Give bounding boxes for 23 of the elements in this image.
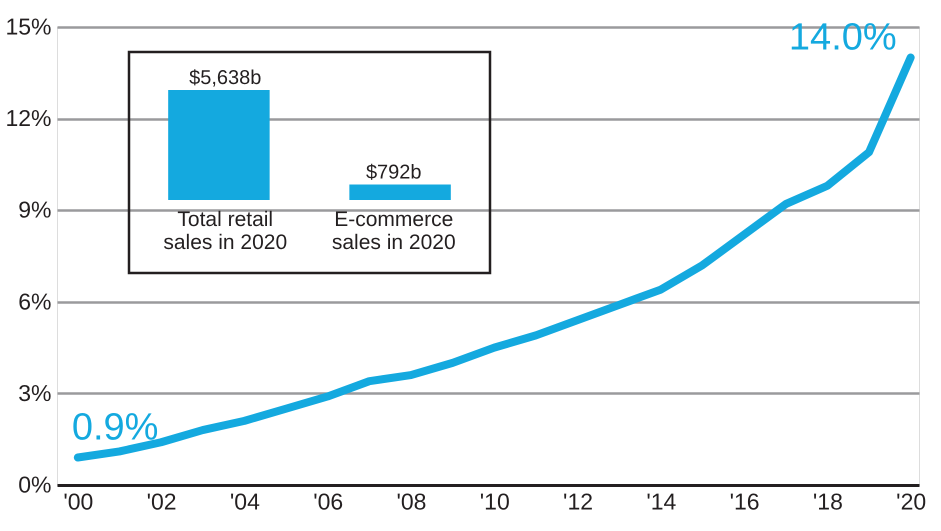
x-tick-label: '20	[896, 488, 926, 514]
x-tick-label: '12	[563, 488, 594, 514]
data-label: $5,638b	[189, 67, 262, 89]
x-tick-label: E-commerce sales in 2020	[332, 208, 456, 254]
x-tick-label: '00	[63, 488, 94, 514]
x-tick-label: '06	[313, 488, 344, 514]
y-tick-label: 3%	[18, 380, 52, 406]
x-tick-label: '04	[230, 488, 260, 514]
data-label: $792b	[366, 162, 422, 184]
y-tick-label: 9%	[18, 196, 52, 223]
y-tick-label: 6%	[18, 288, 52, 314]
x-tick-label: '02	[146, 488, 177, 514]
y-tick-label: 12%	[5, 105, 52, 132]
x-tick-label: '18	[812, 488, 843, 514]
x-tick-label: '14	[646, 488, 677, 514]
data-label: 14.0%	[788, 16, 897, 59]
y-tick-label: 15%	[5, 14, 52, 40]
x-tick-label: Total retail sales in 2020	[163, 208, 288, 254]
x-tick-label: '08	[396, 488, 426, 514]
x-tick-label: '16	[730, 488, 760, 514]
data-label: 0.9%	[72, 406, 158, 449]
y-tick-label: 0%	[18, 472, 52, 498]
x-tick-label: '10	[480, 488, 510, 514]
